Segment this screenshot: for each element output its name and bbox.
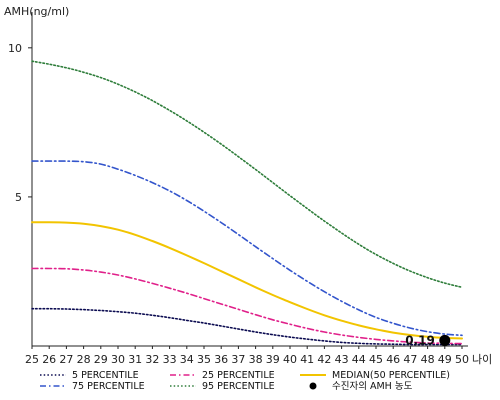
x-tick-label: 50 [455, 353, 469, 366]
legend-point-marker [309, 382, 317, 390]
x-tick-label: 29 [94, 353, 108, 366]
x-tick-label: 30 [111, 353, 125, 366]
legend-label: 25 PERCENTILE [202, 370, 275, 381]
series-line-median-50-percentile [31, 221, 463, 340]
x-tick-label: 41 [300, 353, 314, 366]
x-tick-label: 47 [403, 353, 417, 366]
x-tick-label: 37 [231, 353, 245, 366]
patient-amh-point [439, 334, 451, 346]
x-tick-label: 25 [25, 353, 39, 366]
x-tick-label: 36 [214, 353, 228, 366]
x-tick-label: 40 [283, 353, 297, 366]
legend-label: MEDIAN(50 PERCENTILE) [332, 370, 450, 381]
series-line-75-percentile [31, 160, 463, 337]
x-tick-label: 48 [421, 353, 435, 366]
x-tick-label: 44 [352, 353, 366, 366]
x-tick-label: 31 [128, 353, 142, 366]
x-axis-title: 나이 [472, 353, 492, 366]
legend-label: 5 PERCENTILE [72, 370, 139, 381]
y-axis-title: AMH(ng/ml) [4, 5, 69, 18]
legend-label: 수진자의 AMH 농도 [332, 381, 413, 392]
series-line-95-percentile [31, 60, 463, 289]
x-tick-label: 27 [59, 353, 73, 366]
x-tick-label: 43 [335, 353, 349, 366]
highlight-points: 0.19 [405, 333, 451, 347]
series-line-25-percentile [31, 267, 463, 345]
series-line-5-percentile [31, 307, 463, 346]
x-tick-label: 26 [42, 353, 56, 366]
legend-label: 75 PERCENTILE [72, 381, 145, 392]
y-tick-label: 10 [8, 42, 22, 55]
y-tick-label: 5 [15, 191, 22, 204]
x-tick-label: 42 [317, 353, 331, 366]
x-tick-label: 45 [369, 353, 383, 366]
axis-ticks: 25 26 27 28 29 30 31 32 33 34 35 36 37 38 39 40 41 42 43 44… [8, 42, 469, 366]
x-tick-label: 38 [249, 353, 263, 366]
series-lines [31, 60, 463, 346]
x-tick-label: 39 [266, 353, 280, 366]
chart-legend: 5 PERCENTILE 25 PERCENTILE MEDIAN(50 PERCE… [40, 370, 450, 392]
x-tick-label: 28 [77, 353, 91, 366]
legend-label: 95 PERCENTILE [202, 381, 275, 392]
x-tick-label: 33 [163, 353, 177, 366]
x-tick-label: 35 [197, 353, 211, 366]
x-tick-label: 34 [180, 353, 194, 366]
x-tick-label: 49 [438, 353, 452, 366]
x-tick-label: 32 [145, 353, 159, 366]
patient-amh-value-label: 0.19 [405, 333, 435, 347]
x-tick-label: 46 [386, 353, 400, 366]
